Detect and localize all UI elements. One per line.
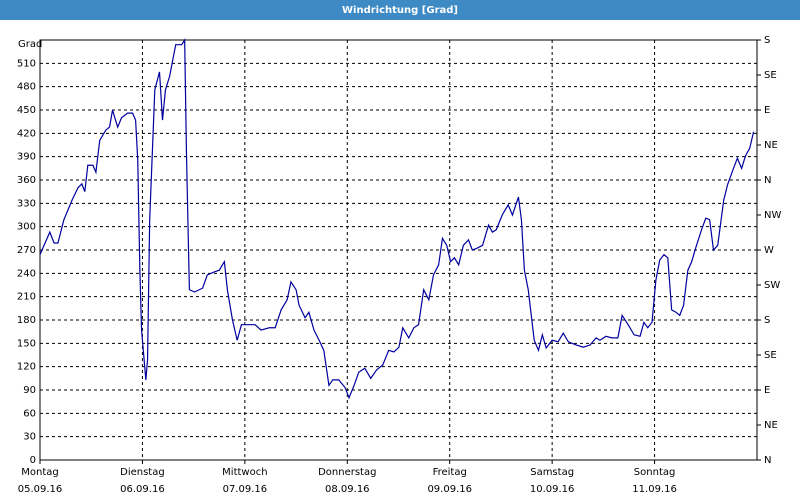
x-tick-date: 07.09.16 <box>223 484 268 495</box>
y-tick-label: 120 <box>17 362 36 373</box>
y-tick-label: 390 <box>17 152 36 163</box>
y-tick-label: 90 <box>23 385 36 396</box>
x-tick-date: 06.09.16 <box>120 484 165 495</box>
y2-tick-label: E <box>764 385 770 396</box>
y2-tick-label: SE <box>764 70 777 81</box>
y-tick-label: 450 <box>17 105 36 116</box>
x-tick-label: Dienstag <box>120 467 165 478</box>
x-tick-label: Freitag <box>433 467 467 478</box>
y-tick-label: 420 <box>17 128 36 139</box>
x-tick-label: Sonntag <box>634 467 676 478</box>
y-axis-label: Grad <box>18 39 42 50</box>
y2-tick-label: NW <box>764 210 781 221</box>
y-tick-label: 480 <box>17 82 36 93</box>
x-tick-date: 09.09.16 <box>427 484 472 495</box>
y-tick-label: 510 <box>17 58 36 69</box>
x-tick-label: Samstag <box>530 467 574 478</box>
y2-tick-label: W <box>764 245 774 256</box>
x-tick-date: 05.09.16 <box>18 484 63 495</box>
y2-tick-label: NE <box>764 140 778 151</box>
x-tick-label: Montag <box>21 467 58 478</box>
plot-frame <box>39 39 758 461</box>
y2-tick-label: S <box>764 315 770 326</box>
y-tick-label: 360 <box>17 175 36 186</box>
x-tick-date: 10.09.16 <box>530 484 575 495</box>
y-tick-label: 150 <box>17 338 36 349</box>
y2-tick-label: S <box>764 35 770 46</box>
y-tick-label: 270 <box>17 245 36 256</box>
y-tick-label: 240 <box>17 268 36 279</box>
data-line <box>39 37 755 400</box>
y2-tick-label: N <box>764 175 771 186</box>
y2-tick-label: SE <box>764 350 777 361</box>
y2-tick-label: SW <box>764 280 780 291</box>
x-tick-date: 08.09.16 <box>325 484 370 495</box>
y2-tick-label: E <box>764 105 770 116</box>
y-tick-label: 300 <box>17 222 36 233</box>
y-tick-label: 0 <box>30 455 36 466</box>
title-bar <box>0 0 800 20</box>
chart-title: Windrichtung [Grad] <box>342 5 458 16</box>
y-tick-label: 60 <box>23 408 36 419</box>
y-tick-label: 180 <box>17 315 36 326</box>
y-tick-label: 30 <box>23 432 36 443</box>
x-tick-label: Mittwoch <box>222 467 267 478</box>
y-tick-label: 210 <box>17 292 36 303</box>
x-tick-date: 11.09.16 <box>632 484 677 495</box>
y2-tick-label: NE <box>764 420 778 431</box>
y-tick-label: 330 <box>17 198 36 209</box>
x-tick-label: Donnerstag <box>318 467 376 478</box>
y2-tick-label: N <box>764 455 771 466</box>
